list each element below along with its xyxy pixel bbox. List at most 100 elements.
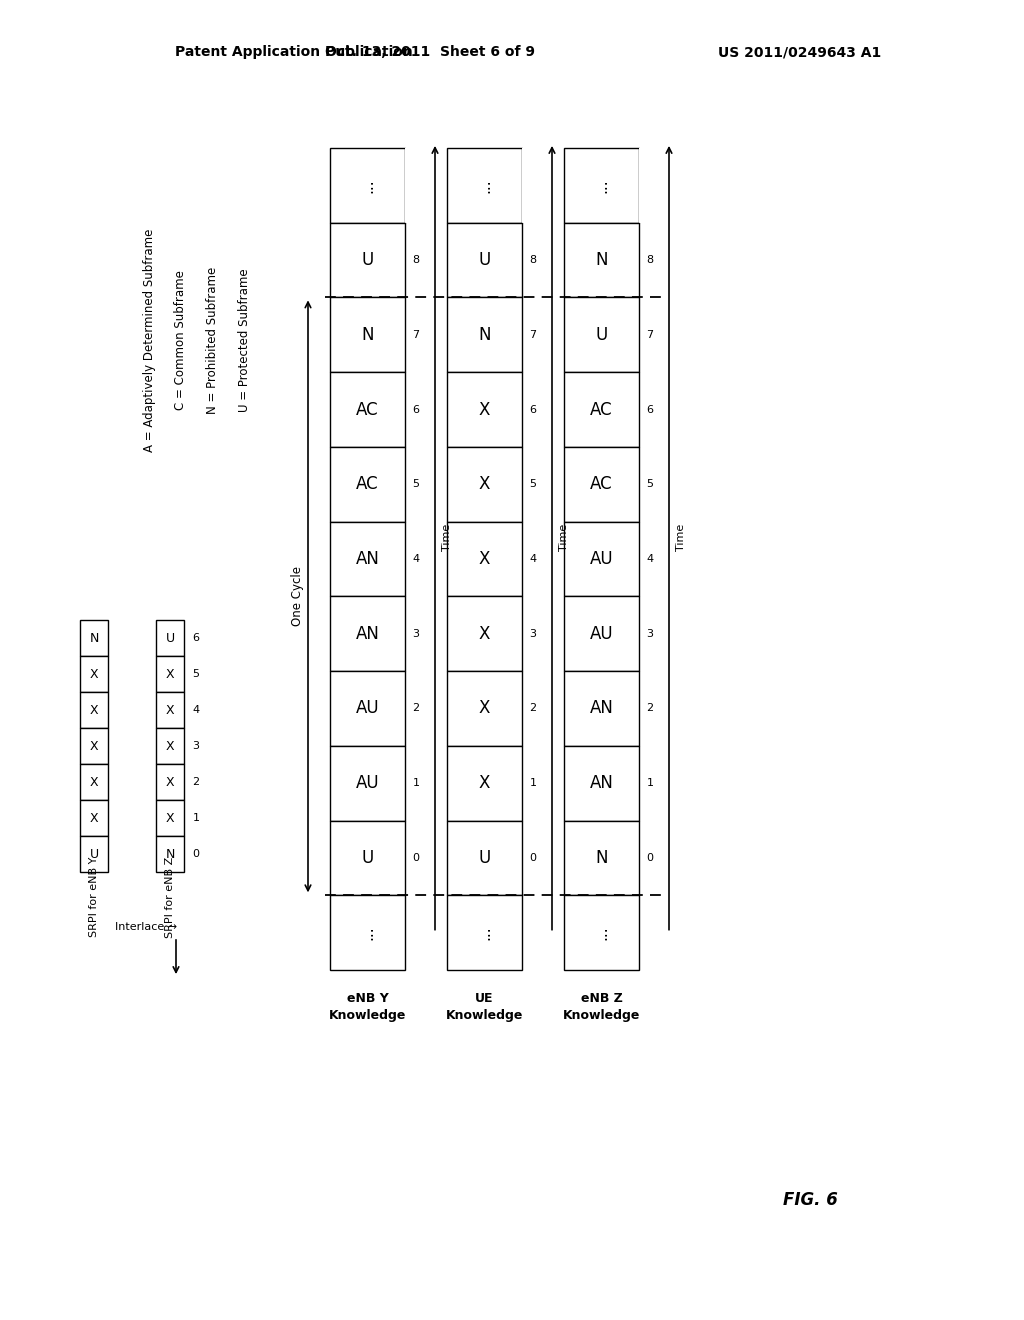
Text: Oct. 13, 2011  Sheet 6 of 9: Oct. 13, 2011 Sheet 6 of 9 — [325, 45, 535, 59]
Bar — [330, 671, 406, 746]
Text: 5: 5 — [646, 479, 653, 490]
Text: AN: AN — [590, 775, 613, 792]
Text: 6: 6 — [529, 404, 537, 414]
Text: 4: 4 — [193, 705, 200, 715]
Text: U = Protected Subframe: U = Protected Subframe — [239, 268, 252, 412]
Bar — [564, 671, 639, 746]
Text: 8: 8 — [413, 255, 420, 265]
Text: 8: 8 — [529, 255, 537, 265]
Text: Interlace →: Interlace → — [115, 921, 177, 932]
Text: Time: Time — [559, 524, 569, 552]
Text: 4: 4 — [646, 554, 653, 564]
Bar — [330, 521, 406, 597]
Bar — [447, 895, 522, 970]
Text: X: X — [166, 739, 174, 752]
Text: AC: AC — [356, 475, 379, 494]
Bar — [564, 521, 639, 597]
Text: 7: 7 — [529, 330, 537, 339]
Bar — [80, 800, 108, 836]
Text: eNB Y: eNB Y — [347, 991, 388, 1005]
Text: Knowledge: Knowledge — [329, 1010, 407, 1023]
Text: AN: AN — [355, 550, 380, 568]
Text: 0: 0 — [193, 849, 200, 859]
Text: 1: 1 — [413, 779, 420, 788]
Text: ...: ... — [360, 925, 375, 940]
Text: X: X — [90, 812, 98, 825]
Text: A = Adaptively Determined Subframe: A = Adaptively Determined Subframe — [142, 228, 156, 451]
Text: X: X — [166, 668, 174, 681]
Text: ...: ... — [360, 178, 375, 193]
Bar — [447, 372, 522, 447]
Text: 1: 1 — [193, 813, 200, 822]
Text: N = Prohibited Subframe: N = Prohibited Subframe — [207, 267, 219, 413]
Text: AU: AU — [590, 624, 613, 643]
Bar — [447, 447, 522, 521]
Text: FIG. 6: FIG. 6 — [782, 1191, 838, 1209]
Text: 6: 6 — [413, 404, 420, 414]
Bar — [80, 836, 108, 873]
Bar — [564, 223, 639, 297]
Bar — [447, 671, 522, 746]
Text: 6: 6 — [646, 404, 653, 414]
Bar — [156, 656, 184, 692]
Text: U: U — [595, 326, 607, 343]
Text: N: N — [165, 847, 175, 861]
Text: ...: ... — [477, 925, 492, 940]
Text: X: X — [479, 550, 490, 568]
Text: 2: 2 — [413, 704, 420, 713]
Bar — [80, 729, 108, 764]
Text: X: X — [90, 739, 98, 752]
Bar — [330, 895, 406, 970]
Bar — [564, 372, 639, 447]
Bar — [330, 148, 406, 223]
Text: 8: 8 — [646, 255, 653, 265]
Bar — [80, 764, 108, 800]
Text: AU: AU — [590, 550, 613, 568]
Text: 5: 5 — [529, 479, 537, 490]
Text: 3: 3 — [529, 628, 537, 639]
Text: U: U — [166, 631, 174, 644]
Text: N: N — [595, 849, 608, 867]
Text: N: N — [595, 251, 608, 269]
Text: 5: 5 — [413, 479, 420, 490]
Bar — [447, 821, 522, 895]
Bar — [447, 746, 522, 821]
Text: 3: 3 — [646, 628, 653, 639]
Bar — [330, 223, 406, 297]
Bar — [80, 620, 108, 656]
Text: AN: AN — [355, 624, 380, 643]
Text: U: U — [478, 849, 490, 867]
Text: Time: Time — [442, 524, 452, 552]
Bar — [156, 800, 184, 836]
Text: US 2011/0249643 A1: US 2011/0249643 A1 — [719, 45, 882, 59]
Text: UE: UE — [475, 991, 494, 1005]
Bar — [80, 692, 108, 729]
Bar — [564, 297, 639, 372]
Text: N: N — [361, 326, 374, 343]
Text: 6: 6 — [193, 634, 200, 643]
Text: Time: Time — [676, 524, 686, 552]
Bar — [564, 597, 639, 671]
Text: 0: 0 — [529, 853, 537, 863]
Text: eNB Z: eNB Z — [581, 991, 623, 1005]
Text: U: U — [478, 251, 490, 269]
Text: 2: 2 — [646, 704, 653, 713]
Text: ...: ... — [594, 925, 609, 940]
Text: AN: AN — [590, 700, 613, 718]
Text: AC: AC — [590, 475, 612, 494]
Text: 4: 4 — [529, 554, 537, 564]
Bar — [447, 148, 522, 223]
Text: Patent Application Publication: Patent Application Publication — [175, 45, 413, 59]
Text: C = Common Subframe: C = Common Subframe — [174, 271, 187, 411]
Text: X: X — [90, 776, 98, 788]
Bar — [330, 447, 406, 521]
Text: AU: AU — [355, 700, 379, 718]
Text: U: U — [361, 251, 374, 269]
Text: Knowledge: Knowledge — [563, 1010, 640, 1023]
Bar — [330, 821, 406, 895]
Text: U: U — [361, 849, 374, 867]
Bar — [564, 447, 639, 521]
Text: 0: 0 — [646, 853, 653, 863]
Bar — [564, 821, 639, 895]
Text: X: X — [166, 776, 174, 788]
